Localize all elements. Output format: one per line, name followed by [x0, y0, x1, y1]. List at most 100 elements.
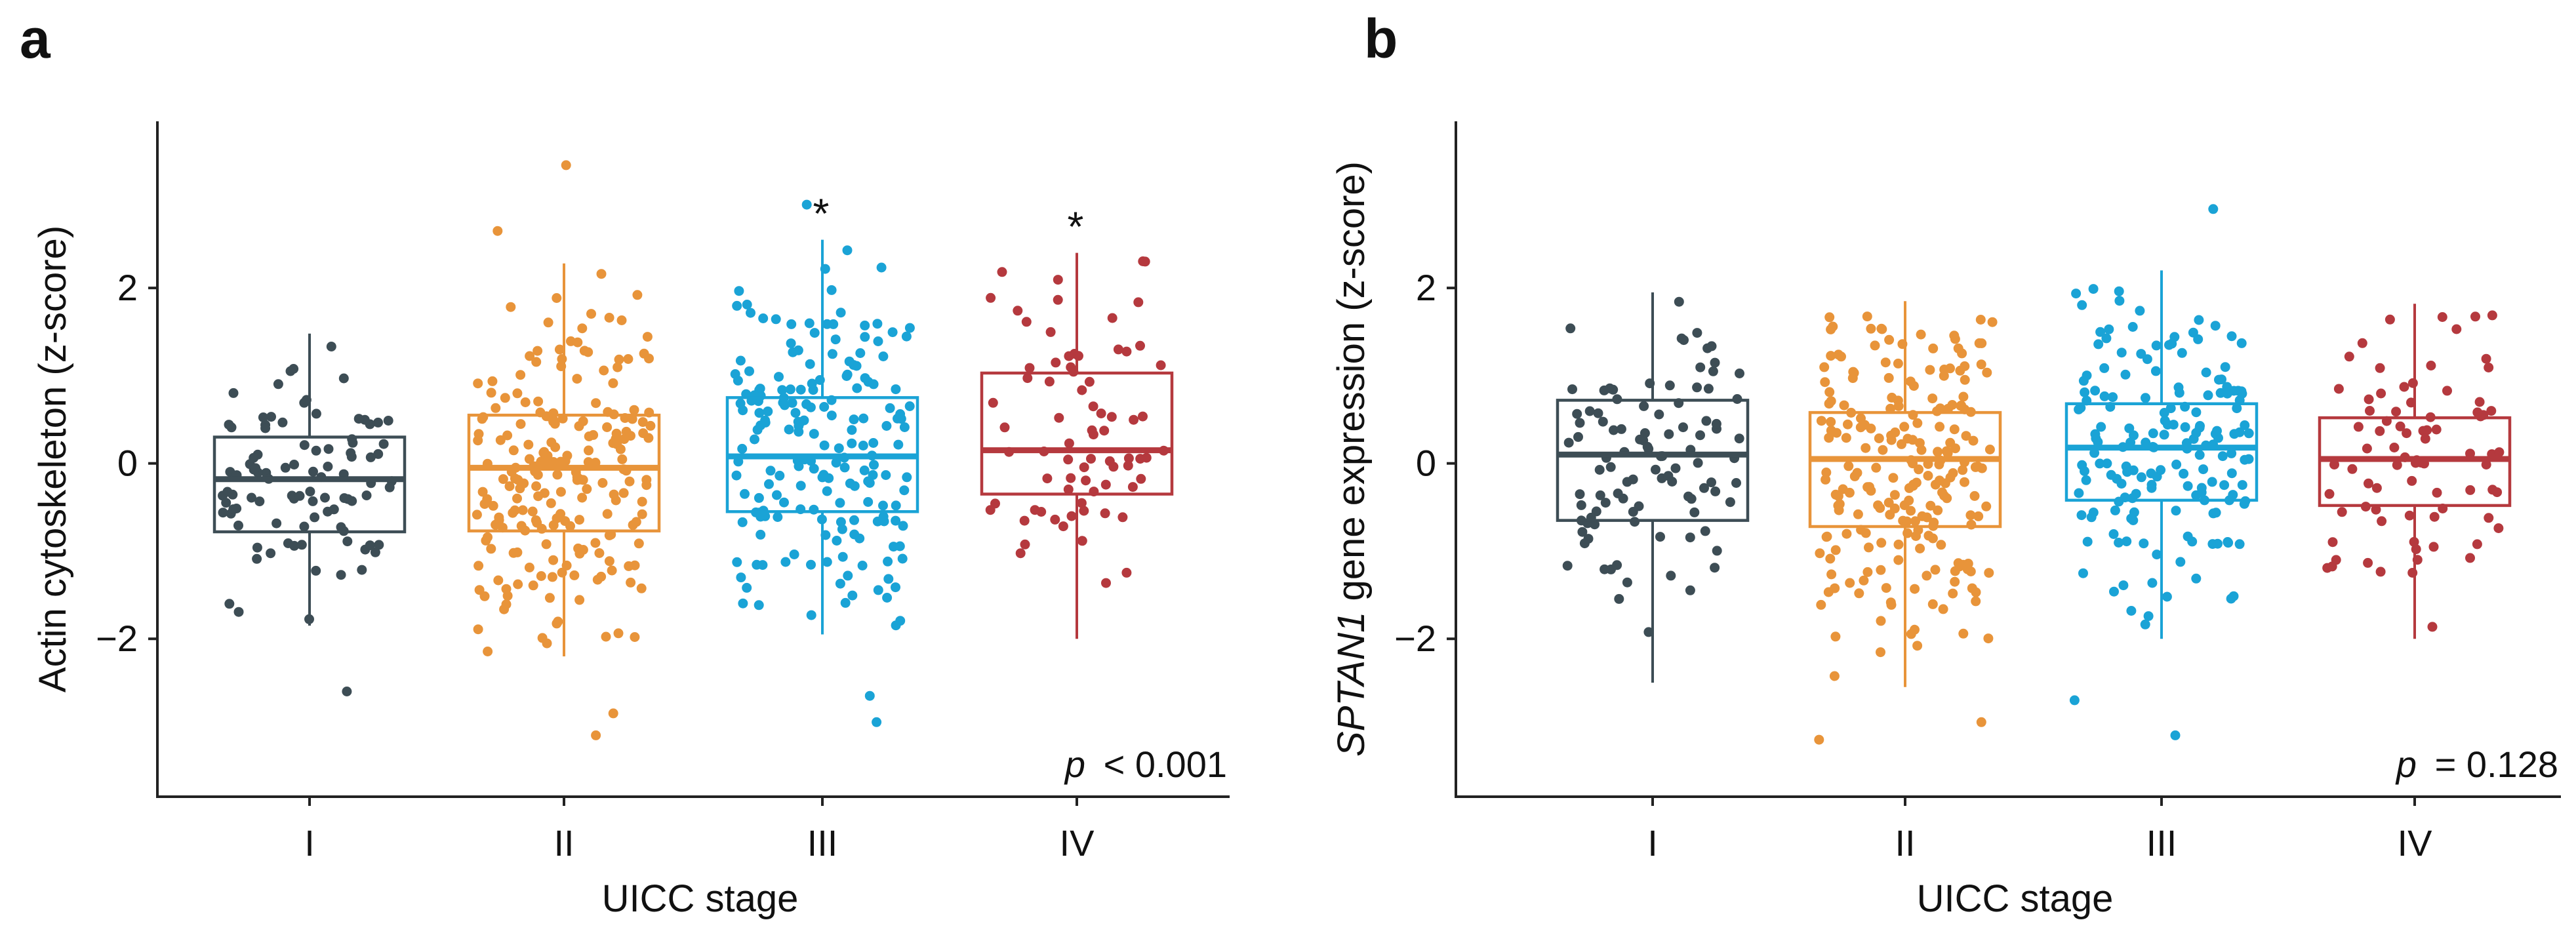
data-point: [790, 408, 801, 418]
data-point: [1948, 588, 1958, 599]
data-point: [1077, 385, 1087, 395]
data-point: [326, 342, 336, 351]
data-point: [488, 500, 498, 511]
data-point: [611, 428, 622, 439]
data-point: [2126, 606, 2137, 616]
data-point: [1616, 424, 1626, 434]
box-iqr: [1556, 399, 1750, 522]
data-point: [2179, 468, 2189, 479]
x-tick-label: IV: [2398, 822, 2433, 864]
data-point: [2135, 306, 2145, 316]
data-point: [1598, 416, 1608, 427]
data-point: [891, 515, 901, 526]
data-point: [2116, 348, 2127, 358]
data-point: [2217, 374, 2226, 385]
data-point: [305, 487, 315, 497]
data-point: [837, 524, 847, 534]
data-point: [541, 539, 552, 549]
data-point: [289, 460, 299, 470]
data-point: [1692, 382, 1702, 393]
data-point: [754, 408, 765, 418]
data-point: [555, 456, 566, 467]
data-point: [491, 403, 501, 413]
data-point: [1908, 435, 1918, 445]
data-point: [493, 575, 504, 586]
data-point: [510, 473, 520, 484]
data-point: [997, 267, 1007, 277]
data-point: [872, 717, 882, 727]
data-point: [1108, 462, 1119, 472]
data-point: [898, 521, 908, 531]
y-tick-label: 2: [117, 267, 138, 308]
data-point: [577, 323, 588, 334]
data-point: [557, 354, 567, 364]
data-point: [495, 435, 506, 445]
data-point: [1893, 358, 1903, 369]
data-point: [777, 385, 788, 395]
x-axis-title: UICC stage: [602, 877, 799, 920]
data-point: [342, 536, 353, 547]
data-point: [543, 317, 553, 328]
data-point: [1655, 532, 1665, 542]
data-point: [289, 540, 300, 551]
data-point: [2124, 423, 2135, 433]
data-point: [2481, 460, 2491, 470]
data-point: [472, 509, 482, 520]
data-point: [630, 632, 640, 642]
data-point: [1600, 498, 1611, 508]
box-group-stage-I: [212, 333, 407, 696]
data-point: [755, 384, 765, 394]
data-point: [873, 585, 883, 595]
data-point: [2212, 426, 2222, 436]
data-point: [795, 481, 806, 491]
data-point: [2159, 430, 2169, 440]
data-point: [515, 419, 526, 430]
data-point: [2399, 382, 2409, 392]
data-point: [2226, 448, 2237, 458]
data-point: [2093, 339, 2104, 350]
data-point: [1870, 340, 1880, 351]
data-point: [2203, 390, 2213, 401]
data-point: [2088, 284, 2099, 294]
data-point: [2426, 361, 2436, 370]
data-point: [839, 462, 850, 473]
data-point: [899, 422, 910, 432]
data-point: [1820, 377, 1830, 388]
data-point: [1686, 494, 1697, 504]
data-point: [588, 430, 599, 440]
data-point: [1927, 393, 1938, 404]
data-point: [547, 572, 557, 582]
data-point: [1121, 346, 1132, 357]
data-point: [1079, 462, 1089, 473]
data-point: [361, 490, 372, 500]
data-point: [1643, 627, 1654, 637]
data-point: [2180, 422, 2190, 432]
data-point: [2191, 407, 2202, 418]
data-point: [266, 548, 276, 559]
data-point: [786, 319, 797, 329]
data-point: [2148, 428, 2158, 439]
data-point: [881, 421, 892, 431]
data-point: [483, 647, 493, 656]
data-point: [765, 466, 776, 476]
x-axis-title: UICC stage: [1917, 877, 2114, 920]
data-point: [548, 414, 559, 425]
data-point: [2240, 454, 2250, 465]
data-point: [2428, 542, 2439, 552]
data-point: [555, 487, 566, 497]
data-point: [1841, 433, 1851, 443]
y-axis-title: Actin cytoskeleton (z-score): [31, 226, 74, 692]
data-point: [1123, 460, 1133, 471]
data-point: [2174, 388, 2184, 398]
data-point: [2147, 578, 2158, 588]
data-point: [1096, 409, 1106, 418]
data-point: [1058, 521, 1068, 532]
data-point: [2118, 580, 2129, 591]
data-point: [500, 393, 510, 403]
data-point: [1021, 317, 1032, 327]
data-point: [2208, 204, 2219, 214]
data-point: [2422, 425, 2432, 435]
data-point: [1830, 545, 1841, 555]
panel-label: b: [1364, 8, 1398, 70]
data-point: [2210, 321, 2221, 331]
